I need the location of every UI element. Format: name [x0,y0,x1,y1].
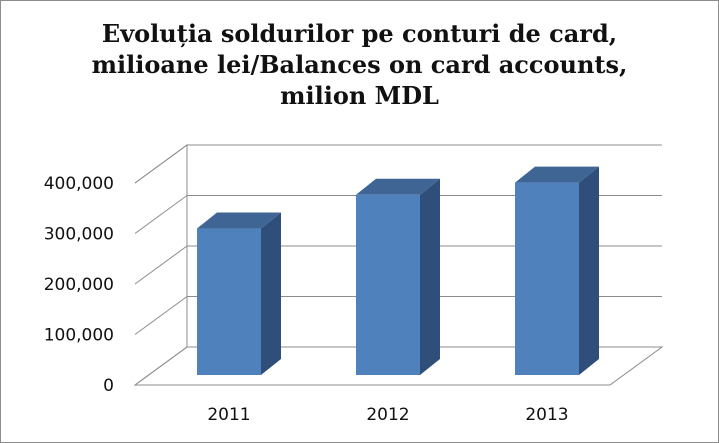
bar-2012 [356,194,420,375]
x-tick-label: 2013 [525,405,568,425]
gridline-side [134,195,188,234]
bar-top [197,212,281,229]
y-tick-label: 400,000 [44,174,114,194]
bar-top [356,178,440,195]
x-tick-label: 2011 [207,405,250,425]
bar-2013 [515,182,579,375]
bar-side [579,166,599,375]
bar-side [420,178,440,375]
chart-title-line-1: Evoluția soldurilor pe conturi de card, [101,19,618,48]
y-tick-label: 200,000 [44,275,114,295]
y-tick-label: 0 [103,376,114,396]
gridline-side [134,296,188,335]
x-tick-label: 2012 [366,405,409,425]
chart-title-line-3: milion MDL [280,81,439,110]
bar-2011 [197,228,261,375]
gridline-side [134,144,188,184]
bar-side [261,212,281,375]
chart-title: Evoluția soldurilor pe conturi de card, … [0,18,719,111]
chart-title-line-2: milioane lei/Balances on card accounts, [91,50,628,79]
bar-top [515,166,599,183]
y-tick-label: 100,000 [44,326,114,346]
gridline-side [134,245,188,285]
y-tick-label: 300,000 [44,225,114,245]
